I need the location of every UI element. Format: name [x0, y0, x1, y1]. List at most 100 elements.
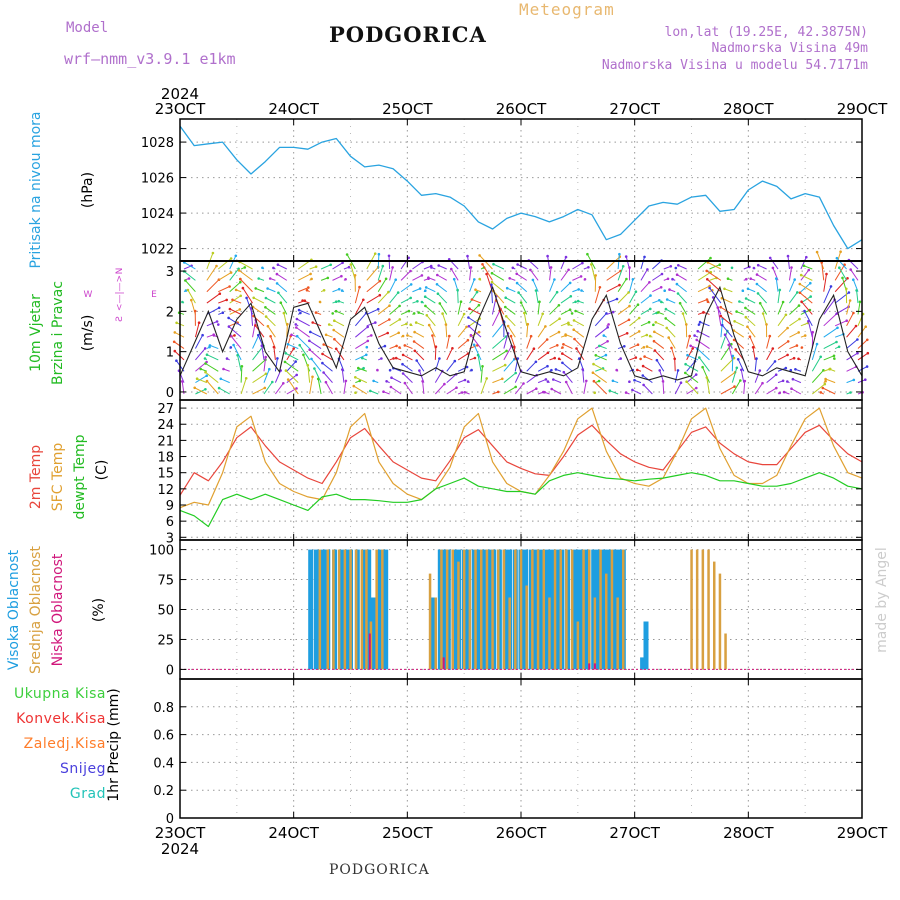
wind-barb — [766, 387, 777, 395]
wind-barb-head — [532, 347, 536, 351]
wind-barb-head — [314, 311, 318, 314]
wind-barb-head — [660, 272, 664, 276]
wind-barb-head — [459, 300, 463, 304]
wind-barb-head — [581, 368, 584, 371]
y-tick-label: 0.2 — [153, 784, 174, 799]
wind-barb-head — [334, 347, 338, 351]
y-tick-label: 9 — [166, 499, 174, 514]
wind-barb-head — [229, 271, 233, 274]
wind-barb-head — [695, 386, 698, 390]
wind-barb-head — [313, 367, 316, 370]
wind-barb — [846, 300, 851, 315]
wind-barb — [662, 381, 665, 395]
wind-barb — [335, 310, 345, 315]
wind-barb-head — [264, 372, 268, 376]
wind-barb — [228, 317, 242, 327]
wind-barb-head — [388, 304, 391, 308]
wind-barb — [644, 356, 653, 361]
wind-barb-head — [784, 366, 788, 370]
wind-barb — [811, 343, 818, 361]
wind-barb-head — [580, 289, 583, 292]
wind-barb-head — [768, 256, 772, 260]
x-tick-label-bottom: 26OCT — [496, 824, 547, 842]
wind-barb — [574, 338, 585, 349]
wind-barb-head — [675, 273, 679, 277]
wind-barb — [414, 350, 425, 361]
wind-barb-head — [781, 379, 785, 383]
cloud-bar — [549, 549, 555, 670]
wind-barb-head — [421, 380, 424, 383]
cloud-bar — [468, 549, 472, 670]
wind-barb — [582, 369, 585, 383]
y-tick-label: 24 — [157, 418, 174, 433]
wind-barb-head — [643, 355, 646, 358]
wind-barb-head — [619, 357, 622, 360]
wind-barb — [228, 326, 242, 338]
wind-barb — [720, 343, 732, 361]
wind-barb — [195, 388, 206, 395]
wind-barb — [583, 380, 587, 395]
wind-barb — [322, 353, 333, 361]
cloud-bar — [713, 561, 716, 670]
wind-barb-head — [598, 344, 601, 348]
model-elevation-text: Nadmorska Visina u modelu 54.7171m — [601, 58, 868, 73]
wind-barb — [428, 324, 436, 338]
wind-barb-head — [829, 285, 833, 288]
wind-barb-head — [663, 289, 666, 293]
wind-barb — [229, 255, 237, 270]
wind-barb-head — [420, 300, 424, 304]
wind-barb-head — [544, 325, 547, 328]
wind-barb-head — [658, 299, 661, 302]
wind-barb-head — [852, 378, 856, 382]
cloud-bar — [531, 549, 534, 670]
wind-barb-head — [424, 304, 427, 308]
wind-barb-head — [228, 307, 232, 311]
wind-barb-head — [311, 321, 315, 324]
wind-barb — [549, 344, 558, 350]
wind-barb-head — [691, 347, 694, 350]
wind-barb — [377, 291, 389, 304]
cloud-bar — [485, 549, 489, 670]
wind-barb-head — [841, 276, 844, 280]
cloud-bar — [369, 621, 373, 670]
wind-barb-head — [670, 346, 673, 350]
wind-barb-head — [531, 278, 535, 282]
wind-barb — [446, 348, 453, 361]
wind-barb-head — [534, 360, 538, 364]
wind-barb-head — [624, 391, 628, 394]
wind-barb — [595, 340, 608, 349]
wind-barb-head — [627, 291, 630, 294]
wind-barb-head — [380, 357, 383, 360]
cloud-bar — [428, 573, 432, 670]
wind-barb-head — [791, 377, 795, 381]
wind-barb-head — [652, 339, 656, 343]
temp-axis-title-1: 2m Temp — [28, 445, 44, 509]
wind-barb — [737, 359, 745, 372]
wind-barb — [674, 370, 679, 383]
wind-barb — [413, 341, 425, 349]
wind-barb — [756, 283, 767, 293]
wind-barb-head — [172, 340, 176, 344]
wind-barb — [686, 374, 697, 384]
wind-barb — [276, 283, 288, 293]
wind-barb — [265, 306, 276, 315]
wind-barb-head — [294, 323, 298, 326]
wind-barb — [267, 325, 276, 338]
wind-barb-head — [184, 279, 187, 282]
wind-barb-head — [786, 340, 790, 343]
wind-barb-head — [645, 333, 649, 337]
wind-barb-head — [261, 266, 264, 270]
wind-barb-head — [856, 351, 859, 355]
wind-barb-head — [334, 300, 338, 304]
wind-barb-head — [698, 356, 701, 359]
wind-barb-head — [321, 361, 324, 365]
wind-barb-head — [625, 332, 629, 335]
wind-barb — [325, 381, 333, 395]
cloud-bar — [544, 549, 550, 670]
wind-barb-head — [423, 295, 427, 299]
wind-barb-head — [594, 274, 597, 277]
cloud-bar — [343, 549, 347, 670]
wind-barb-head — [594, 354, 598, 357]
wind-barb — [823, 299, 836, 315]
wind-barb-head — [815, 250, 819, 254]
